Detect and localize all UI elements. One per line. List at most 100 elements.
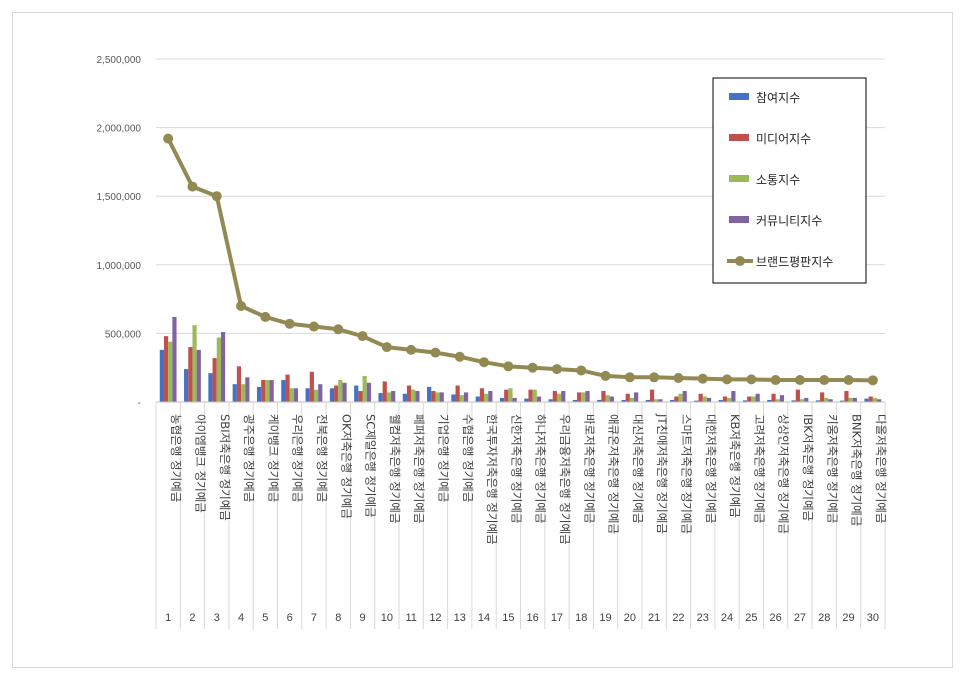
brand-index-point-2 bbox=[187, 181, 198, 192]
chart-svg: - 500,000 1,000,000 1,500,000 2,000,000 2,500… bbox=[97, 55, 888, 629]
bar-3-1 bbox=[168, 341, 173, 402]
category-product-26: 정기예금 bbox=[777, 492, 791, 534]
category-index-28: 28 bbox=[818, 612, 830, 624]
y-axis-ticks: - 500,000 1,000,000 1,500,000 2,000,000 2,500… bbox=[97, 55, 142, 409]
category-name-17: 우리금융저축은행 정기예금 bbox=[558, 414, 572, 545]
brand-index-point-15 bbox=[503, 361, 514, 372]
brand-index-point-12 bbox=[430, 347, 441, 358]
bar-2-1 bbox=[163, 336, 169, 402]
y-tick-label: 2,500,000 bbox=[97, 55, 142, 66]
category-name-14: 한국투자저축은행 정기예금 bbox=[485, 414, 499, 545]
bar-2-10 bbox=[382, 381, 387, 402]
bar-2-28 bbox=[820, 392, 825, 402]
category-name-26: 상상인저축은행 정기예금 bbox=[777, 414, 791, 534]
legend-marker-5 bbox=[735, 256, 745, 266]
bar-2-20 bbox=[625, 393, 630, 402]
brand-index-point-3 bbox=[211, 191, 222, 202]
line-series bbox=[163, 133, 878, 386]
bar-4-28 bbox=[828, 399, 833, 402]
bar-3-6 bbox=[289, 388, 294, 402]
category-index-18: 18 bbox=[575, 612, 587, 624]
category-index-21: 21 bbox=[648, 612, 660, 624]
category-name-23: 대한저축은행 정기예금 bbox=[704, 414, 718, 523]
bar-1-2 bbox=[184, 369, 189, 402]
category-index-5: 5 bbox=[262, 612, 268, 624]
bar-1-3 bbox=[208, 373, 213, 402]
bar-4-15 bbox=[512, 397, 517, 402]
bar-2-2 bbox=[188, 347, 193, 402]
category-name-9: SC제일은행 정기예금 bbox=[364, 414, 378, 518]
category-name-13: 수협은행 정기예금 bbox=[461, 414, 475, 502]
bar-1-7 bbox=[305, 388, 310, 402]
brand-index-point-9 bbox=[357, 331, 368, 342]
bar-1-27 bbox=[791, 400, 796, 402]
category-index-13: 13 bbox=[454, 612, 466, 624]
bar-1-30 bbox=[864, 398, 869, 402]
bar-1-20 bbox=[621, 399, 626, 402]
bar-3-4 bbox=[241, 384, 246, 402]
category-name-25: 고려저축은행 정기예금 bbox=[752, 414, 766, 523]
category-product-21: 정기예금 bbox=[655, 492, 669, 534]
legend-label-3: 소통지수 bbox=[756, 173, 800, 187]
category-index-16: 16 bbox=[527, 612, 539, 624]
legend-label-4: 커뮤니티지수 bbox=[756, 214, 822, 228]
bar-3-23 bbox=[702, 396, 707, 402]
category-product-27: 정기예금 bbox=[801, 479, 815, 521]
category-index-12: 12 bbox=[429, 612, 441, 624]
category-name-6: 우리은행 정기예금 bbox=[291, 414, 305, 502]
bar-4-11 bbox=[415, 391, 420, 402]
category-index-9: 9 bbox=[359, 612, 365, 624]
bar-3-17 bbox=[556, 393, 562, 402]
bar-4-20 bbox=[634, 392, 639, 402]
category-name-5: 케이뱅크 정기예금 bbox=[266, 414, 280, 502]
bar-4-7 bbox=[318, 384, 323, 402]
category-name-15: 신한저축은행 정기예금 bbox=[509, 414, 523, 523]
bar-4-6 bbox=[293, 388, 299, 402]
legend-label-2: 미디어지수 bbox=[756, 132, 811, 146]
bar-3-24 bbox=[727, 397, 732, 402]
y-tick-label: 1,500,000 bbox=[97, 192, 142, 203]
x-axis-labels: 농협은행 정기예금 1 아이엠뱅크 정기예금 2 SBI저축은행 정기예금 3 광주은행 정… bbox=[155, 401, 888, 629]
bar-3-18 bbox=[581, 392, 586, 402]
legend-label-1: 참여지수 bbox=[756, 91, 800, 105]
category-product-18: 정기예금 bbox=[582, 481, 596, 523]
bar-1-24 bbox=[718, 399, 723, 402]
category-name-30: 다올저축은행 정기예금 bbox=[874, 414, 888, 523]
brand-index-point-8 bbox=[333, 324, 344, 335]
bar-2-18 bbox=[577, 392, 582, 402]
category-name-3: SBI저축은행 정기예금 bbox=[218, 414, 232, 521]
bar-2-16 bbox=[528, 389, 533, 402]
bar-4-1 bbox=[172, 316, 177, 402]
bar-3-11 bbox=[411, 389, 416, 402]
brand-index-point-24 bbox=[722, 374, 733, 385]
bar-3-25 bbox=[751, 396, 756, 402]
bar-1-22 bbox=[670, 399, 675, 402]
brand-index-point-21 bbox=[649, 372, 660, 383]
bar-3-28 bbox=[824, 397, 829, 402]
bar-2-14 bbox=[479, 388, 485, 402]
legend-label-5: 브랜드평판지수 bbox=[756, 255, 833, 269]
bar-3-3 bbox=[216, 337, 221, 402]
category-name-24: KB저축은행 정기예금 bbox=[728, 414, 742, 518]
bar-1-17 bbox=[548, 399, 553, 402]
brand-index-point-5 bbox=[260, 311, 271, 322]
bar-4-16 bbox=[536, 396, 542, 402]
category-product-30: 정기예금 bbox=[874, 481, 888, 523]
bar-1-18 bbox=[572, 399, 578, 402]
bar-2-29 bbox=[844, 391, 849, 402]
bar-2-25 bbox=[747, 396, 752, 402]
bar-2-8 bbox=[334, 385, 339, 402]
category-product-3: 정기예금 bbox=[218, 479, 232, 521]
category-product-16: 정기예금 bbox=[534, 481, 548, 523]
y-tick-label: 500,000 bbox=[105, 329, 142, 340]
brand-index-point-19 bbox=[600, 370, 611, 381]
category-product-15: 정기예금 bbox=[509, 481, 523, 523]
bar-3-8 bbox=[338, 380, 343, 402]
bar-3-27 bbox=[799, 399, 805, 402]
category-index-6: 6 bbox=[287, 612, 293, 624]
bar-3-29 bbox=[848, 397, 853, 402]
category-product-23: 정기예금 bbox=[704, 481, 718, 523]
bar-1-5 bbox=[256, 386, 262, 402]
category-product-20: 정기예금 bbox=[631, 481, 645, 523]
